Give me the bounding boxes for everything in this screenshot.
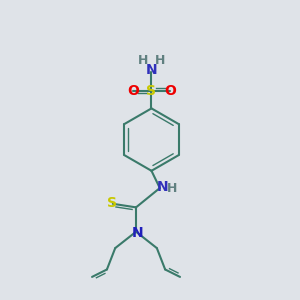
Text: N: N [131, 226, 143, 240]
Text: S: S [107, 196, 117, 210]
Text: O: O [164, 84, 176, 98]
Text: H: H [167, 182, 178, 195]
Text: O: O [127, 84, 139, 98]
Text: S: S [146, 84, 157, 98]
Text: H: H [137, 54, 148, 67]
Text: N: N [146, 63, 157, 77]
Text: N: N [157, 180, 169, 194]
Text: H: H [155, 54, 166, 67]
